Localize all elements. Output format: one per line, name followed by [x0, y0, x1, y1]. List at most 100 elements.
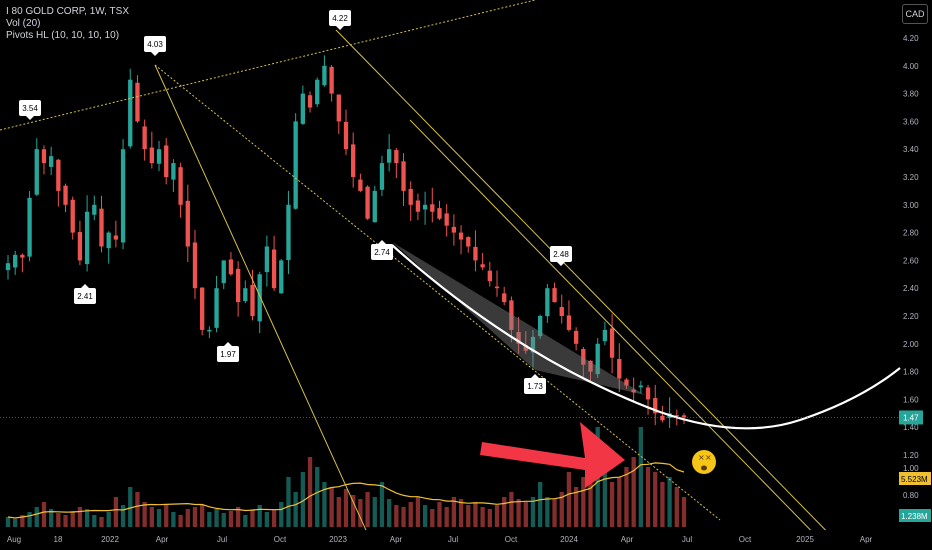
volume-bar	[379, 482, 385, 527]
volume-tick-label: 0.80	[903, 491, 919, 500]
pivot-label-text: 4.03	[147, 40, 163, 49]
dizzy-mouth	[701, 465, 707, 471]
candle-body	[243, 288, 248, 302]
candle-body	[365, 186, 370, 219]
axes: 1.20 1.40 1.60 1.80 2.00 2.20 2.40 2.60 2.80 3.00…	[0, 34, 932, 550]
time-tick-label: Apr	[390, 535, 403, 544]
candle-body	[351, 144, 356, 177]
candle-body	[674, 415, 679, 417]
volume-bar	[552, 499, 557, 527]
pivot-label-low: 2.41	[74, 284, 96, 304]
pivot-label-box	[74, 288, 96, 304]
volume-bar	[343, 489, 349, 527]
candle-body	[113, 235, 119, 240]
volume-bar	[351, 495, 356, 527]
candle-body	[27, 197, 32, 257]
volume-last-text: 1.238M	[901, 512, 928, 521]
volume-bar	[430, 509, 435, 527]
candle-body	[458, 232, 464, 240]
candle-body	[235, 268, 241, 303]
candle-body	[5, 263, 11, 271]
time-tick-label: Oct	[505, 535, 518, 544]
volume-bar	[415, 497, 421, 527]
volume-bar	[171, 512, 176, 527]
volume-bar	[185, 509, 190, 527]
candle-body	[92, 204, 97, 215]
pivot-label-low: 2.74	[371, 240, 393, 260]
volume-bar	[84, 509, 90, 527]
candle-body	[653, 398, 658, 414]
pivot-pointer	[81, 284, 89, 288]
volume-bar	[660, 482, 665, 527]
time-tick-label: Apr	[156, 535, 169, 544]
candle-body	[307, 95, 313, 108]
volume-bar	[120, 505, 126, 527]
time-tick-label: Apr	[860, 535, 873, 544]
candle-body	[228, 259, 234, 275]
candle-body	[271, 249, 277, 289]
volume-bar	[602, 472, 608, 527]
volume-bar	[588, 467, 593, 527]
time-tick-label: 2024	[560, 535, 578, 544]
volume-bar	[437, 502, 442, 527]
candle-body	[631, 389, 636, 393]
volume-bar	[509, 492, 514, 527]
volume-bar	[41, 502, 47, 527]
candle-body	[444, 213, 449, 226]
price-tick-label: 3.00	[903, 201, 919, 210]
candle-body	[480, 264, 485, 268]
time-tick-label: Oct	[274, 535, 287, 544]
pivot-label-high: 4.22	[329, 10, 351, 30]
volume-bar	[106, 512, 111, 527]
volume-bar	[581, 477, 586, 527]
volume-bar	[573, 487, 579, 527]
price-tick-label: 3.20	[903, 173, 919, 182]
dizzy-eye-right: ×	[705, 453, 712, 462]
candle-body	[135, 82, 140, 122]
candle-body	[128, 79, 133, 147]
candle-body	[408, 188, 413, 205]
volume-bar	[250, 509, 255, 527]
candle-body	[300, 93, 306, 124]
volume-bar	[178, 515, 183, 527]
time-tick-label: 2025	[796, 535, 814, 544]
candle-body	[487, 270, 492, 282]
candle-body	[192, 242, 198, 289]
symbol-title[interactable]: I 80 GOLD CORP, 1W, TSX	[6, 6, 130, 17]
volume-indicator-label[interactable]: Vol (20)	[6, 18, 41, 29]
volume-bar	[523, 502, 528, 527]
candle-body	[372, 190, 377, 223]
price-tick-label: 3.80	[903, 90, 919, 99]
candle-body	[41, 149, 47, 164]
candle-body	[609, 328, 615, 358]
volume-bar	[617, 477, 622, 527]
volume-bar	[70, 511, 75, 527]
volume-bar	[142, 502, 147, 527]
time-tick-label: Jul	[217, 535, 227, 544]
pivot-pointer	[224, 342, 232, 346]
candle-body	[602, 329, 608, 342]
pivots-indicator-label[interactable]: Pivots HL (10, 10, 10, 10)	[6, 30, 120, 41]
candle-body	[142, 126, 147, 150]
wedge-shape	[392, 242, 645, 395]
price-tick-label: 2.40	[903, 284, 919, 293]
candle-body	[415, 200, 421, 212]
volume-bar	[307, 457, 313, 527]
pivot-label-text: 1.97	[220, 350, 236, 359]
candle-body	[207, 329, 212, 332]
volume-bar	[200, 505, 205, 527]
time-tick-label: Jul	[682, 535, 692, 544]
volume-bar	[473, 502, 478, 527]
volume-bar	[192, 507, 198, 527]
candle-body	[178, 167, 183, 205]
volume-bar	[264, 512, 270, 527]
candlesticks	[5, 55, 687, 429]
volume-bars	[5, 427, 687, 527]
candle-body	[466, 237, 471, 247]
pivot-label-text: 2.41	[77, 292, 93, 301]
currency-badge[interactable]: CAD	[902, 4, 928, 24]
volume-bar	[365, 492, 370, 527]
volume-bar	[271, 509, 277, 527]
candle-body	[379, 163, 385, 190]
